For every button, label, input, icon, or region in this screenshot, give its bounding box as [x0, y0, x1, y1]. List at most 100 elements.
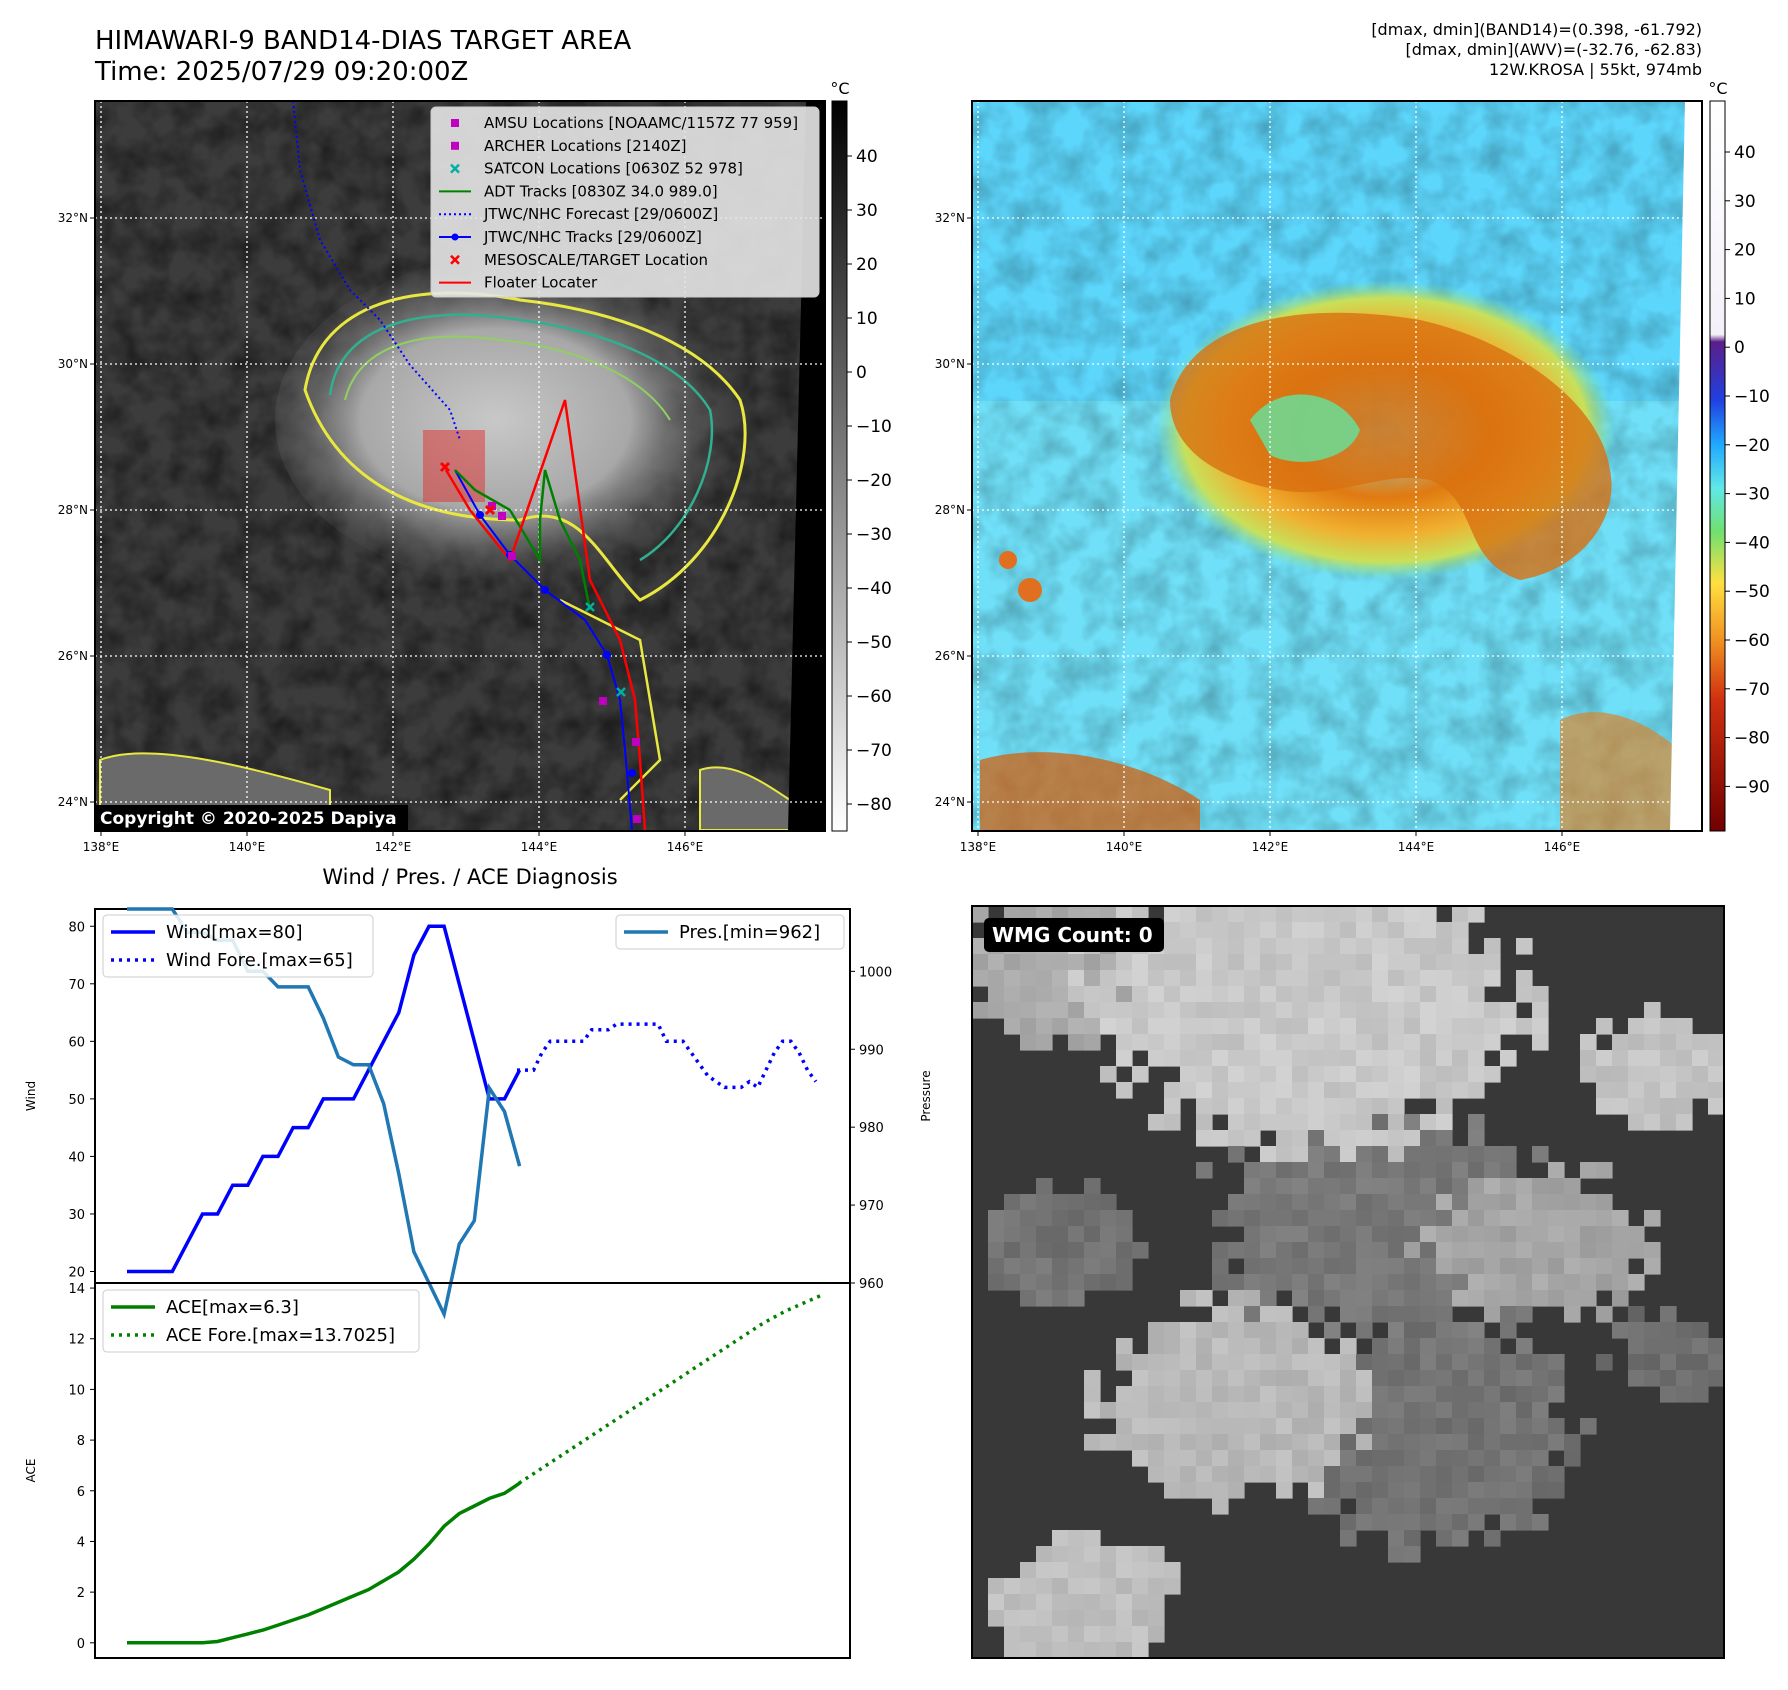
ir-legend-entry: ARCHER Locations [2140Z] — [484, 137, 687, 155]
ir-colorbar-unit: °C — [830, 79, 849, 98]
ace-ytick-label: 12 — [68, 1333, 85, 1348]
pressure-ytick-label: 1000 — [859, 965, 892, 980]
ace-series-line — [127, 1481, 521, 1645]
info-line-3: 12W.KROSA | 55kt, 974mb — [1489, 60, 1702, 79]
legend-entry: ACE Fore.[max=13.7025] — [166, 1325, 395, 1346]
wv-lat-label: 32°N — [935, 211, 965, 225]
wind-forecast-series-line — [517, 1022, 818, 1091]
page-title: HIMAWARI-9 BAND14-DIAS TARGET AREA Time:… — [95, 26, 631, 88]
colorbar-tick-label: 30 — [856, 201, 878, 221]
colorbar-tick-label: −80 — [1734, 729, 1770, 749]
ir-map-panel: Copyright © 2020-2025 Dapiya — [95, 101, 825, 831]
wv-colorbar-unit: °C — [1708, 79, 1727, 98]
wv-lon-label: 142°E — [1252, 840, 1289, 854]
adt-track — [454, 469, 592, 611]
colorbar-tick-label: −50 — [1734, 582, 1770, 602]
ace-ytick-label: 2 — [77, 1586, 85, 1601]
pressure-ytick-label: 980 — [859, 1121, 884, 1136]
colorbar-tick-label: 10 — [856, 309, 878, 329]
wind-ytick-label: 80 — [68, 920, 85, 935]
wv-lon-labels: 138°E 140°E 142°E 144°E 146°E — [960, 831, 1581, 854]
ace-ytick-label: 8 — [77, 1434, 85, 1449]
colorbar-tick-label: −70 — [1734, 680, 1770, 700]
colorbar-tick-label: −20 — [856, 471, 892, 491]
wmg-count-label: WMG Count: 0 — [992, 923, 1153, 947]
wind-pressure-chart: 20 30 40 50 60 70 80 960 970 980 990 1000 Wind Pressu… — [24, 907, 933, 1320]
ace-ytick-label: 4 — [77, 1535, 85, 1550]
colorbar-tick-label: −60 — [1734, 631, 1770, 651]
colorbar-tick-label: −60 — [856, 687, 892, 707]
ace-chart-frame — [94, 1282, 851, 1659]
legend-entry: Wind Fore.[max=65] — [166, 950, 353, 971]
wv-lat-labels: 32°N 30°N 28°N 26°N 24°N — [935, 211, 972, 809]
colorbar-tick-label: −30 — [856, 525, 892, 545]
wind-ytick-label: 40 — [68, 1150, 85, 1165]
ir-lon-label: 138°E — [83, 840, 120, 854]
colorbar-tick-label: 30 — [1734, 192, 1756, 212]
ir-legend-entry: AMSU Locations [NOAAMC/1157Z 77 959] — [484, 114, 798, 132]
ir-lat-label: 28°N — [58, 503, 88, 517]
ace-ytick-label: 6 — [77, 1485, 85, 1500]
pressure-ytick-label: 990 — [859, 1043, 884, 1058]
ir-legend-entry: MESOSCALE/TARGET Location — [484, 251, 708, 269]
colorbar-tick-label: −40 — [856, 579, 892, 599]
colorbar-tick-label: 0 — [856, 363, 867, 383]
wind-ytick-label: 20 — [68, 1265, 85, 1280]
colorbar-tick-label: −70 — [856, 741, 892, 761]
ir-lon-labels: 138°E 140°E 142°E 144°E 146°E — [83, 831, 704, 854]
colorbar-tick-label: −30 — [1734, 485, 1770, 505]
wv-lon-label: 146°E — [1544, 840, 1581, 854]
ir-lon-label: 146°E — [667, 840, 704, 854]
copyright-text: Copyright © 2020-2025 Dapiya — [100, 809, 397, 829]
colorbar-tick-label: 0 — [1734, 338, 1745, 358]
legend-entry: ACE[max=6.3] — [166, 1297, 299, 1318]
info-line-2: [dmax, dmin](AWV)=(-32.76, -62.83) — [1405, 40, 1702, 59]
diagnosis-title: Wind / Pres. / ACE Diagnosis — [322, 865, 617, 889]
wind-ytick-label: 50 — [68, 1093, 85, 1108]
wmg-count-box — [984, 918, 1164, 952]
pressure-ytick-label: 970 — [859, 1199, 884, 1214]
ir-lat-label: 30°N — [58, 357, 88, 371]
ir-lon-label: 140°E — [229, 840, 266, 854]
ir-legend-entry: JTWC/NHC Forecast [29/0600Z] — [483, 205, 718, 223]
ace-ytick-label: 0 — [77, 1637, 85, 1652]
wind-legend: Wind[max=80] Wind Fore.[max=65] — [102, 914, 374, 978]
legend-entry: Wind[max=80] — [166, 922, 303, 943]
ir-lon-label: 144°E — [521, 840, 558, 854]
satcon-marks — [585, 602, 626, 697]
wind-ytick-label: 30 — [68, 1208, 85, 1223]
target-location-marks — [439, 461, 496, 516]
ir-legend-entry: Floater Locater — [484, 274, 598, 292]
info-line-1: [dmax, dmin](BAND14)=(0.398, -61.792) — [1371, 20, 1702, 39]
wmg-panel — [972, 906, 1724, 1658]
colorbar-tick-label: −80 — [856, 795, 892, 815]
jtwc-track — [454, 469, 633, 831]
colorbar-tick-label: −10 — [1734, 387, 1770, 407]
colorbar-tick-label: −10 — [856, 417, 892, 437]
ir-legend-entry: SATCON Locations [0630Z 52 978] — [484, 160, 743, 178]
wv-colorbar: °C 40 30 20 10 0 −10 −20 −30 −40 −50 −60 −70 −80 −90 — [1708, 79, 1770, 832]
title-line-1: HIMAWARI-9 BAND14-DIAS TARGET AREA — [95, 26, 632, 56]
ace-chart: 0 2 4 6 8 10 12 14 ACE ACE[max=6.3] ACE Fore.[max=… — [24, 1282, 851, 1659]
colorbar-tick-label: 20 — [1734, 241, 1756, 261]
ace-forecast-series-line — [518, 1293, 822, 1485]
wind-ytick-label: 60 — [68, 1035, 85, 1050]
pressure-ytick-label: 960 — [859, 1277, 884, 1292]
wv-lat-label: 30°N — [935, 357, 965, 371]
copyright-box — [95, 805, 408, 831]
ir-storm-cloud — [275, 255, 765, 585]
pressure-legend: Pres.[min=962] — [615, 914, 845, 950]
colorbar-tick-label: 20 — [856, 255, 878, 275]
wv-map-frame — [971, 100, 1703, 832]
title-line-2: Time: 2025/07/29 09:20:00Z — [95, 57, 469, 87]
ir-lat-labels: 32°N 30°N 28°N 26°N 24°N — [58, 211, 95, 809]
ir-legend-entry: JTWC/NHC Tracks [29/0600Z] — [483, 228, 702, 246]
wv-lon-label: 144°E — [1398, 840, 1435, 854]
wv-lon-label: 138°E — [960, 840, 997, 854]
ir-colorbar: °C 40 30 20 10 0 −10 −20 −30 −40 −50 −60 −70 −80 — [830, 79, 892, 832]
wind-series-line — [127, 924, 522, 1274]
wv-lat-label: 24°N — [935, 795, 965, 809]
wind-ytick-label: 70 — [68, 978, 85, 993]
wv-lon-label: 140°E — [1106, 840, 1143, 854]
